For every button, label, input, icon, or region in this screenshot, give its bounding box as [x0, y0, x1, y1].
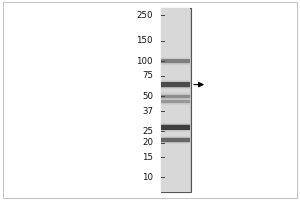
Bar: [161, 124, 190, 130]
Text: 15: 15: [142, 153, 153, 162]
Text: 20: 20: [142, 138, 153, 147]
Bar: [161, 8, 190, 192]
Bar: [161, 82, 190, 88]
Bar: [161, 57, 190, 65]
Bar: [161, 93, 190, 99]
Text: 100: 100: [136, 57, 153, 66]
Text: 37: 37: [142, 107, 153, 116]
Text: 250: 250: [136, 11, 153, 20]
Bar: [161, 59, 190, 64]
Text: 10: 10: [142, 173, 153, 182]
Text: 50: 50: [142, 92, 153, 101]
Bar: [161, 82, 190, 87]
Bar: [161, 100, 190, 103]
Bar: [160, 8, 190, 192]
Bar: [161, 124, 190, 131]
Bar: [161, 123, 190, 132]
Bar: [161, 95, 190, 98]
Bar: [161, 99, 190, 105]
Bar: [161, 125, 190, 130]
Bar: [161, 138, 190, 142]
Bar: [161, 137, 190, 143]
Bar: [161, 137, 190, 143]
Bar: [161, 81, 190, 88]
Bar: [161, 58, 190, 65]
Bar: [161, 99, 190, 104]
Text: 150: 150: [136, 36, 153, 45]
Text: 75: 75: [142, 71, 153, 80]
Bar: [161, 80, 190, 89]
Bar: [161, 94, 190, 99]
Bar: [161, 92, 190, 100]
Bar: [161, 136, 190, 144]
Bar: [161, 59, 190, 63]
Text: 25: 25: [142, 127, 153, 136]
Bar: [161, 98, 190, 105]
